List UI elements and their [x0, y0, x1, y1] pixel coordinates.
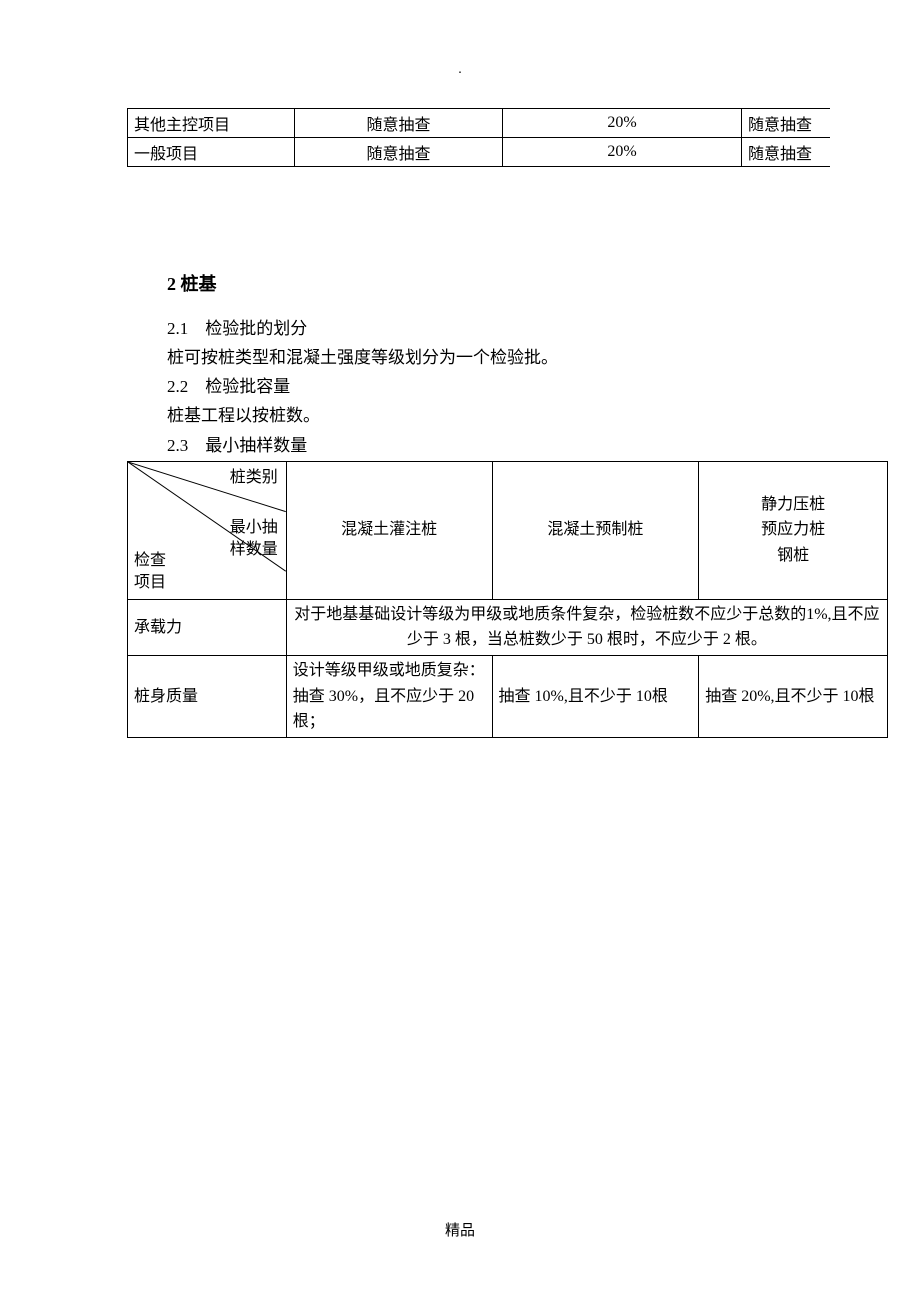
column-header: 静力压桩 预应力桩 钢桩	[699, 461, 888, 599]
subsection-heading: 2.1 检验批的划分	[167, 315, 887, 342]
subsection-heading: 2.3 最小抽样数量	[167, 432, 887, 459]
diag-label-mid: 最小抽 样数量	[230, 517, 278, 562]
merged-cell: 对于地基基础设计等级为甲级或地质条件复杂，检验桩数不应少于总数的1%,且不应少于…	[286, 599, 887, 655]
table-row: 一般项目 随意抽查 20% 随意抽查	[128, 138, 830, 167]
content-block: 2 桩基 2.1 检验批的划分 桩可按桩类型和混凝土强度等级划分为一个检验批。 …	[127, 270, 887, 738]
cell: 抽查 10%,且不少于 10根	[492, 655, 699, 737]
text: 最小抽	[230, 519, 278, 536]
text: 静力压桩	[761, 496, 825, 513]
diag-label-top: 桩类别	[230, 466, 278, 490]
paragraph: 桩基工程以按桩数。	[167, 402, 887, 429]
cell: 20%	[503, 138, 742, 167]
row-label: 桩身质量	[128, 655, 287, 737]
cell: 其他主控项目	[128, 109, 295, 138]
table-row: 承载力 对于地基基础设计等级为甲级或地质条件复杂，检验桩数不应少于总数的1%,且…	[128, 599, 888, 655]
section-title: 2 桩基	[167, 270, 887, 299]
table-row: 桩身质量 设计等级甲级或地质复杂：抽查 30%，且不应少于 20 根； 抽查 1…	[128, 655, 888, 737]
cell: 20%	[503, 109, 742, 138]
cell: 随意抽查	[742, 138, 830, 167]
table-row: 其他主控项目 随意抽查 20% 随意抽查	[128, 109, 830, 138]
page-footer: 精品	[0, 1219, 920, 1240]
text: 预应力桩	[761, 521, 825, 538]
cell: 随意抽查	[742, 109, 830, 138]
diagonal-header-cell: 桩类别 最小抽 样数量 检查 项目	[128, 461, 287, 599]
pile-table: 桩类别 最小抽 样数量 检查 项目 混凝土灌注桩 混凝土预制桩 静力压桩 预应力…	[127, 461, 888, 738]
subsection-heading: 2.2 检验批容量	[167, 373, 887, 400]
cell: 抽查 20%,且不少于 10根	[699, 655, 888, 737]
cell: 设计等级甲级或地质复杂：抽查 30%，且不应少于 20 根；	[286, 655, 492, 737]
cell: 随意抽查	[295, 138, 503, 167]
diag-label-bot: 检查 项目	[134, 550, 166, 595]
cell: 一般项目	[128, 138, 295, 167]
table-row: 桩类别 最小抽 样数量 检查 项目 混凝土灌注桩 混凝土预制桩 静力压桩 预应力…	[128, 461, 888, 599]
paragraph: 桩可按桩类型和混凝土强度等级划分为一个检验批。	[167, 344, 887, 371]
text: 项目	[134, 574, 166, 591]
text: 样数量	[230, 541, 278, 558]
row-label: 承载力	[128, 599, 287, 655]
column-header: 混凝土灌注桩	[286, 461, 492, 599]
column-header: 混凝土预制桩	[492, 461, 699, 599]
top-table: 其他主控项目 随意抽查 20% 随意抽查 一般项目 随意抽查 20% 随意抽查	[127, 108, 830, 167]
text: 检查	[134, 552, 166, 569]
page-dot: .	[458, 62, 462, 78]
text: 钢桩	[777, 547, 809, 564]
cell: 随意抽查	[295, 109, 503, 138]
